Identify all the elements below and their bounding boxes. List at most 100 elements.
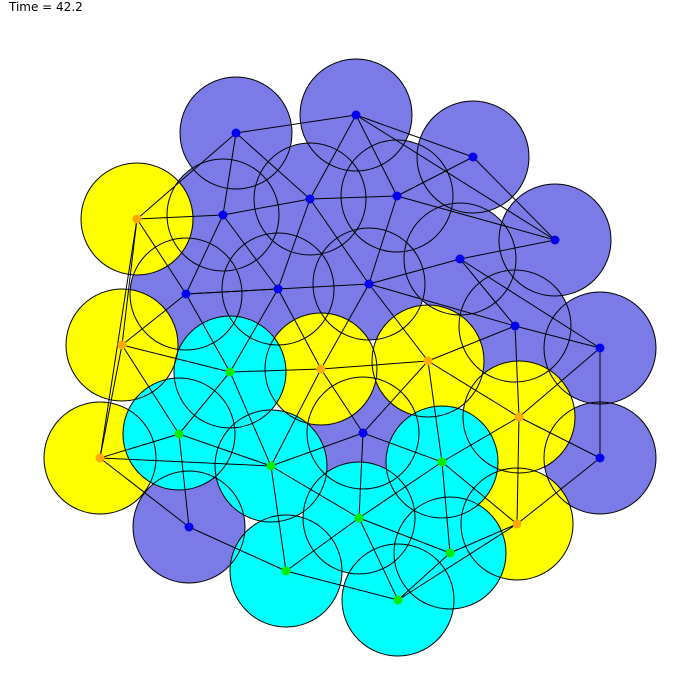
edge-y4-p15 xyxy=(320,368,364,434)
edge-p15-c4 xyxy=(358,432,364,519)
particle-outline-p7 xyxy=(498,183,612,297)
edge-p4-p5 xyxy=(222,198,311,216)
particle-outline-p9 xyxy=(221,232,335,346)
node-dot-c2 xyxy=(174,429,184,439)
edge-c7-c8 xyxy=(397,552,451,601)
edge-c1-c3 xyxy=(229,371,272,467)
edge-y6-p14 xyxy=(518,416,601,459)
node-dot-p9 xyxy=(273,284,283,294)
node-dot-p10 xyxy=(364,279,374,289)
node-dot-p16 xyxy=(184,522,194,532)
edge-y6-y7 xyxy=(516,416,520,525)
edge-y3-c3 xyxy=(99,457,272,467)
edge-p9-p8 xyxy=(185,288,279,295)
edge-c2-p16 xyxy=(178,433,190,528)
edge-p9-y4 xyxy=(277,288,322,370)
edge-y5-p15 xyxy=(362,360,429,434)
particle-outline-p8 xyxy=(129,237,243,351)
edge-c3-c4 xyxy=(270,465,360,519)
edge-y5-y6 xyxy=(427,360,520,418)
particle-outline-p5 xyxy=(253,142,367,256)
particle-outline-p16 xyxy=(132,470,246,584)
edge-y1-p4 xyxy=(136,214,224,220)
edge-p15-c5 xyxy=(362,432,443,463)
edge-c3-y4 xyxy=(270,368,322,467)
node-dot-p3 xyxy=(468,152,478,162)
edge-y5-c5 xyxy=(427,360,443,463)
edge-c4-c8 xyxy=(358,517,399,601)
edge-y7-c8 xyxy=(397,523,518,601)
edge-p3-p7 xyxy=(472,156,556,241)
node-dot-p15 xyxy=(358,428,368,438)
edge-p4-p9 xyxy=(222,214,279,290)
node-dot-p11 xyxy=(455,254,465,264)
edge-c5-c4 xyxy=(358,461,443,519)
edge-c3-c6 xyxy=(270,465,287,572)
edge-c1-y4 xyxy=(229,368,322,373)
edge-p11-p13 xyxy=(459,258,601,349)
edge-p9-c1 xyxy=(229,288,279,373)
edge-p10-p11 xyxy=(368,258,461,285)
edge-c6-c8 xyxy=(285,570,399,601)
particle-outline-y5 xyxy=(371,304,485,418)
particle-outline-c5 xyxy=(385,405,499,519)
particle-outline-p6 xyxy=(340,139,454,253)
edge-y1-y3 xyxy=(99,218,138,459)
edge-p1-p2 xyxy=(235,114,357,134)
edge-p6-p7 xyxy=(396,195,556,241)
edge-p2-p6 xyxy=(355,114,398,197)
node-dot-y7 xyxy=(512,519,522,529)
node-dot-p14 xyxy=(595,453,605,463)
node-dot-p1 xyxy=(231,128,241,138)
edge-y2-p8 xyxy=(121,293,187,346)
edge-p10-y4 xyxy=(320,283,370,370)
node-dot-p7 xyxy=(550,235,560,245)
edge-p2-p3 xyxy=(355,114,474,158)
edge-y1-y2 xyxy=(121,218,138,346)
edge-c7-y7 xyxy=(449,523,518,554)
edge-p1-p5 xyxy=(235,132,311,200)
node-dot-p2 xyxy=(351,110,361,120)
particle-outline-p1 xyxy=(179,76,293,190)
edge-p2-p7 xyxy=(355,114,556,241)
edge-y3-p16 xyxy=(99,457,190,528)
particle-outline-c7 xyxy=(393,496,507,610)
node-dot-y1 xyxy=(132,214,142,224)
node-dot-p4 xyxy=(218,210,228,220)
edge-y1-p1 xyxy=(136,132,237,220)
node-dot-c1 xyxy=(225,367,235,377)
particle-outline-p4 xyxy=(166,158,280,272)
node-dot-p13 xyxy=(595,343,605,353)
node-dot-c7 xyxy=(445,548,455,558)
node-dot-p6 xyxy=(392,191,402,201)
node-dot-y2 xyxy=(117,340,127,350)
edge-p6-p10 xyxy=(368,195,398,285)
particle-outline-y6 xyxy=(462,360,576,474)
node-dot-c3 xyxy=(266,461,276,471)
particle-outline-p2 xyxy=(299,58,413,172)
edge-p1-p4 xyxy=(222,132,237,216)
node-dot-p5 xyxy=(305,194,315,204)
edge-p2-p5 xyxy=(309,114,357,200)
particle-outline-layer xyxy=(43,58,657,657)
particle-outline-c3 xyxy=(214,409,328,523)
node-dot-c6 xyxy=(281,566,291,576)
edge-layer xyxy=(99,114,601,601)
edge-p10-p12 xyxy=(368,283,516,327)
edge-p11-p12 xyxy=(459,258,516,327)
edge-p9-p10 xyxy=(277,283,370,290)
edge-y4-y5 xyxy=(320,360,429,370)
particle-outline-p12 xyxy=(458,269,572,383)
node-dot-c8 xyxy=(393,595,403,605)
particle-outline-y3 xyxy=(43,401,157,515)
edge-y3-c2 xyxy=(99,433,180,459)
node-dot-y3 xyxy=(95,453,105,463)
edge-p12-p13 xyxy=(514,325,601,349)
edge-y2-c1 xyxy=(121,344,231,373)
edge-c3-p15 xyxy=(270,432,364,467)
particle-outline-p15 xyxy=(306,376,420,490)
edge-c4-c7 xyxy=(358,517,451,554)
edge-c2-c3 xyxy=(178,433,272,467)
node-dot-c5 xyxy=(437,457,447,467)
node-dot-c4 xyxy=(354,513,364,523)
